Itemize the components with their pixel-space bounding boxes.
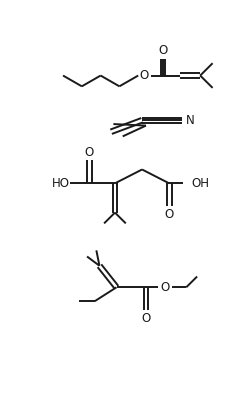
Text: N: N [186, 114, 194, 127]
Text: O: O [140, 69, 149, 82]
Text: O: O [160, 281, 169, 294]
Text: O: O [85, 146, 94, 159]
Text: O: O [158, 45, 168, 58]
Text: HO: HO [52, 177, 70, 190]
Text: O: O [141, 311, 150, 324]
Text: OH: OH [191, 177, 209, 190]
Text: O: O [164, 208, 174, 221]
